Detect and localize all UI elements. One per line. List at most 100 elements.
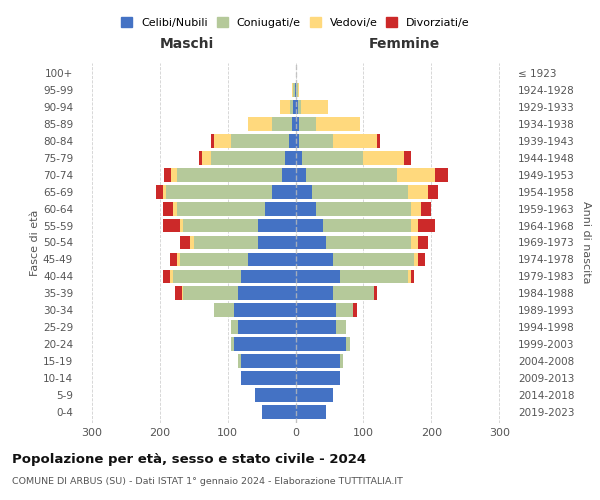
Bar xyxy=(293,82,295,96)
Bar xyxy=(156,184,163,198)
Bar xyxy=(163,184,166,198)
Bar xyxy=(214,304,235,318)
Bar xyxy=(296,134,299,147)
Bar xyxy=(301,100,328,114)
Text: Maschi: Maschi xyxy=(160,36,214,51)
Text: Femmine: Femmine xyxy=(368,36,440,51)
Bar xyxy=(295,82,296,96)
Bar xyxy=(293,100,296,114)
Bar xyxy=(164,168,171,181)
Bar xyxy=(272,184,296,198)
Bar xyxy=(194,236,258,250)
Bar xyxy=(340,354,343,368)
Bar xyxy=(238,354,241,368)
Bar xyxy=(241,354,296,368)
Bar xyxy=(211,134,214,147)
Bar xyxy=(313,184,407,198)
Bar xyxy=(411,270,415,283)
Bar xyxy=(333,286,374,300)
Bar xyxy=(180,236,190,250)
Bar xyxy=(173,202,176,215)
Bar xyxy=(182,286,184,300)
Bar xyxy=(173,270,241,283)
Bar xyxy=(296,218,323,232)
Bar xyxy=(302,150,364,164)
Bar xyxy=(248,116,272,130)
Bar xyxy=(418,252,425,266)
Bar xyxy=(411,218,418,232)
Y-axis label: Fasce di età: Fasce di età xyxy=(30,210,40,276)
Bar xyxy=(316,202,411,215)
Bar xyxy=(214,134,231,147)
Bar xyxy=(241,372,296,386)
Bar xyxy=(407,270,411,283)
Bar xyxy=(353,304,356,318)
Bar xyxy=(296,388,333,402)
Bar xyxy=(272,116,292,130)
Bar xyxy=(170,270,173,283)
Bar xyxy=(180,218,184,232)
Bar xyxy=(175,286,182,300)
Bar xyxy=(305,168,397,181)
Bar xyxy=(346,338,350,351)
Bar xyxy=(299,134,333,147)
Bar xyxy=(299,116,316,130)
Bar xyxy=(258,236,296,250)
Bar xyxy=(364,150,404,164)
Text: Popolazione per età, sesso e stato civile - 2024: Popolazione per età, sesso e stato civil… xyxy=(12,452,366,466)
Bar xyxy=(296,184,313,198)
Bar xyxy=(435,168,448,181)
Bar xyxy=(289,134,296,147)
Bar xyxy=(184,286,238,300)
Bar xyxy=(404,150,411,164)
Bar xyxy=(280,100,290,114)
Bar xyxy=(333,134,377,147)
Bar xyxy=(211,150,286,164)
Bar xyxy=(418,218,435,232)
Bar xyxy=(296,320,336,334)
Bar xyxy=(184,218,258,232)
Bar xyxy=(171,168,176,181)
Bar xyxy=(163,218,180,232)
Bar xyxy=(235,338,296,351)
Bar xyxy=(323,218,411,232)
Bar xyxy=(296,286,333,300)
Bar xyxy=(176,252,180,266)
Bar xyxy=(296,116,299,130)
Bar xyxy=(238,286,296,300)
Bar xyxy=(374,286,377,300)
Bar xyxy=(428,184,438,198)
Bar xyxy=(255,388,296,402)
Bar xyxy=(163,270,170,283)
Bar xyxy=(282,168,296,181)
Bar xyxy=(296,304,336,318)
Bar xyxy=(296,168,305,181)
Bar xyxy=(296,406,326,419)
Bar xyxy=(298,82,299,96)
Bar xyxy=(418,236,428,250)
Bar xyxy=(265,202,296,215)
Bar xyxy=(333,252,415,266)
Bar xyxy=(326,236,411,250)
Bar xyxy=(292,82,293,96)
Bar xyxy=(190,236,194,250)
Bar xyxy=(296,372,340,386)
Bar xyxy=(166,184,272,198)
Bar xyxy=(202,150,211,164)
Bar xyxy=(290,100,293,114)
Bar xyxy=(180,252,248,266)
Bar xyxy=(231,320,238,334)
Bar xyxy=(176,202,265,215)
Legend: Celibi/Nubili, Coniugati/e, Vedovi/e, Divorziati/e: Celibi/Nubili, Coniugati/e, Vedovi/e, Di… xyxy=(118,14,473,31)
Bar xyxy=(340,270,407,283)
Bar xyxy=(296,252,333,266)
Bar xyxy=(292,116,296,130)
Y-axis label: Anni di nascita: Anni di nascita xyxy=(581,201,591,284)
Bar xyxy=(296,100,298,114)
Bar xyxy=(377,134,380,147)
Bar xyxy=(163,202,173,215)
Bar xyxy=(296,236,326,250)
Bar xyxy=(231,338,235,351)
Bar xyxy=(176,168,282,181)
Bar xyxy=(298,100,301,114)
